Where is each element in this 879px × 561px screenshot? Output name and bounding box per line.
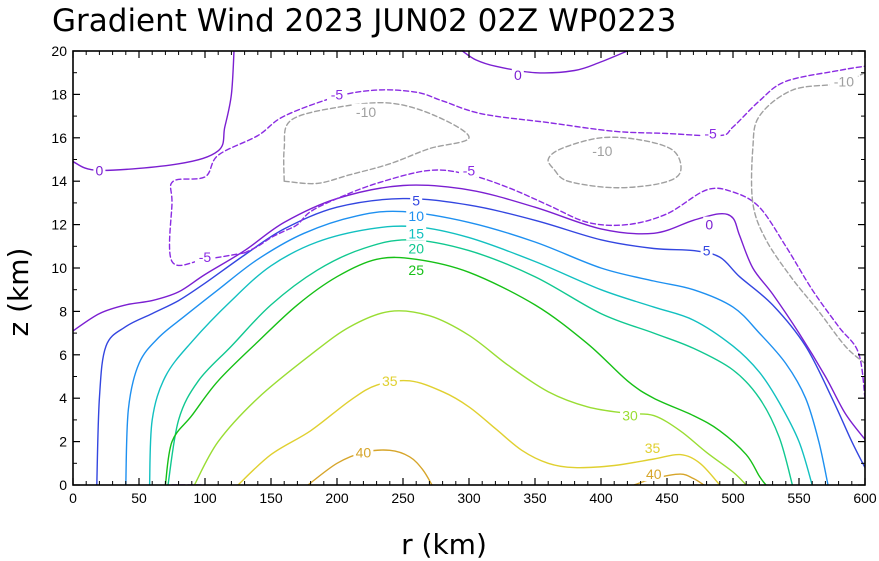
svg-text:0: 0 bbox=[514, 67, 522, 83]
svg-text:-5: -5 bbox=[463, 162, 476, 178]
contour-label--5: -5 bbox=[459, 162, 479, 178]
x-tick-label: 450 bbox=[655, 490, 679, 506]
y-tick-label: 12 bbox=[51, 217, 67, 233]
contour-lines bbox=[73, 51, 865, 485]
contour-label-35: 35 bbox=[642, 440, 663, 456]
x-tick-label: 400 bbox=[589, 490, 613, 506]
contour-label-0: 0 bbox=[511, 66, 524, 83]
x-tick-label: 500 bbox=[721, 490, 745, 506]
y-tick-label: 10 bbox=[51, 260, 67, 276]
y-axis: 0 2 4 6 8 10 12 14 16 18 20 bbox=[51, 43, 865, 493]
contour-line--5 bbox=[243, 169, 865, 399]
contour-label-40: 40 bbox=[353, 444, 374, 460]
x-axis-label: r (km) bbox=[401, 528, 487, 561]
contour-label--10: -10 bbox=[352, 103, 381, 120]
x-tick-label: 250 bbox=[391, 490, 415, 506]
contour-label-10: 10 bbox=[406, 207, 427, 224]
contour-label-40: 40 bbox=[643, 466, 664, 482]
x-tick-label: 350 bbox=[523, 490, 547, 506]
contour-line-0 bbox=[73, 51, 235, 172]
svg-text:15: 15 bbox=[408, 225, 424, 241]
contour-label-30: 30 bbox=[620, 407, 641, 424]
contour-line-10 bbox=[125, 210, 829, 485]
contour-label-15: 15 bbox=[406, 225, 427, 241]
contour-line-0 bbox=[73, 184, 865, 441]
svg-text:30: 30 bbox=[622, 408, 638, 424]
svg-text:25: 25 bbox=[408, 262, 424, 278]
svg-text:-5: -5 bbox=[331, 86, 344, 102]
contour-line-5 bbox=[96, 197, 865, 485]
x-tick-label: 0 bbox=[69, 490, 77, 506]
contour-label-0: 0 bbox=[703, 216, 716, 233]
svg-text:-10: -10 bbox=[356, 104, 376, 120]
contour-line-25 bbox=[164, 256, 767, 485]
y-tick-label: 16 bbox=[51, 130, 67, 146]
contour-label--10: -10 bbox=[829, 73, 858, 89]
y-tick-label: 6 bbox=[59, 347, 67, 363]
contour-line-0 bbox=[461, 51, 629, 74]
contour-line-35 bbox=[237, 379, 721, 485]
svg-text:40: 40 bbox=[646, 466, 662, 482]
contour-label--10: -10 bbox=[588, 142, 617, 159]
y-tick-label: 18 bbox=[51, 86, 67, 102]
x-tick-label: 600 bbox=[853, 490, 877, 506]
contour-label--5: -5 bbox=[700, 125, 721, 141]
x-axis: 0 50 100 150 200 250 300 350 400 450 500 550 600 bbox=[69, 51, 877, 506]
svg-text:10: 10 bbox=[408, 208, 424, 224]
contour-label-0: 0 bbox=[93, 162, 106, 178]
contour-label-5: 5 bbox=[700, 242, 713, 259]
y-tick-label: 14 bbox=[51, 173, 67, 189]
y-tick-label: 8 bbox=[59, 303, 67, 319]
svg-text:0: 0 bbox=[705, 217, 713, 233]
x-tick-label: 100 bbox=[193, 490, 217, 506]
contour-line--10 bbox=[547, 136, 682, 189]
contour-label-25: 25 bbox=[406, 262, 427, 278]
chart-title: Gradient Wind 2023 JUN02 02Z WP0223 bbox=[52, 3, 676, 39]
svg-text:-10: -10 bbox=[834, 73, 854, 89]
contour-line-20 bbox=[167, 239, 794, 485]
contour-label-20: 20 bbox=[406, 240, 427, 256]
svg-text:-5: -5 bbox=[704, 125, 717, 141]
contour-label-5: 5 bbox=[410, 192, 423, 209]
x-tick-label: 200 bbox=[325, 490, 349, 506]
contour-line--10 bbox=[283, 102, 470, 185]
contour-label-35: 35 bbox=[379, 372, 400, 389]
contour-line-30 bbox=[193, 310, 747, 485]
plot-frame bbox=[72, 50, 866, 486]
contour-line-15 bbox=[148, 225, 813, 485]
contour-label--5: -5 bbox=[327, 86, 347, 102]
svg-text:-5: -5 bbox=[199, 249, 212, 265]
y-tick-label: 4 bbox=[59, 390, 67, 406]
svg-text:40: 40 bbox=[356, 444, 372, 460]
svg-text:35: 35 bbox=[645, 440, 661, 456]
svg-text:0: 0 bbox=[96, 162, 104, 178]
y-tick-label: 2 bbox=[59, 434, 67, 450]
y-axis-label: z (km) bbox=[2, 248, 35, 337]
y-tick-label: 0 bbox=[59, 477, 67, 493]
svg-text:5: 5 bbox=[703, 243, 711, 259]
svg-text:5: 5 bbox=[412, 193, 420, 209]
x-tick-label: 300 bbox=[457, 490, 481, 506]
x-tick-label: 150 bbox=[259, 490, 283, 506]
contour-line--10 bbox=[750, 72, 865, 365]
contour-line--5 bbox=[168, 65, 865, 267]
x-tick-label: 50 bbox=[131, 490, 147, 506]
y-tick-label: 20 bbox=[51, 43, 67, 59]
x-tick-label: 550 bbox=[787, 490, 811, 506]
contour-line-40 bbox=[307, 449, 433, 485]
svg-text:35: 35 bbox=[382, 373, 398, 389]
svg-text:20: 20 bbox=[408, 240, 424, 256]
svg-text:-10: -10 bbox=[592, 143, 612, 159]
contour-label--5: -5 bbox=[195, 249, 215, 265]
